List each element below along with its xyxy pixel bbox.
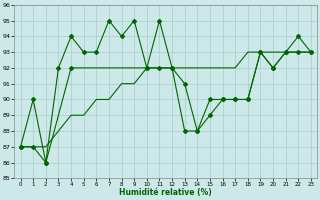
X-axis label: Humidité relative (%): Humidité relative (%) (119, 188, 212, 197)
